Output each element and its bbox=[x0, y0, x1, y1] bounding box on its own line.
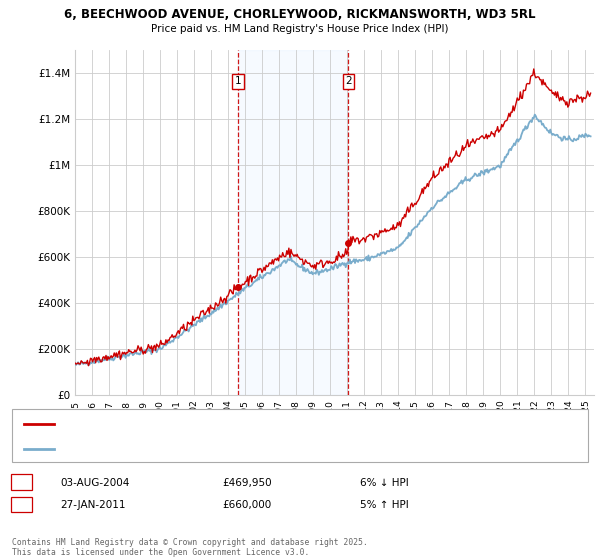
Text: 1: 1 bbox=[235, 76, 241, 86]
Text: £469,950: £469,950 bbox=[222, 478, 272, 488]
Bar bbox=[238, 50, 349, 395]
Text: Contains HM Land Registry data © Crown copyright and database right 2025.
This d: Contains HM Land Registry data © Crown c… bbox=[12, 538, 368, 557]
Text: £660,000: £660,000 bbox=[222, 500, 271, 510]
Text: 03-AUG-2004: 03-AUG-2004 bbox=[60, 478, 130, 488]
Text: 2: 2 bbox=[345, 76, 352, 86]
Text: 1: 1 bbox=[17, 478, 25, 488]
Text: 6, BEECHWOOD AVENUE, CHORLEYWOOD, RICKMANSWORTH, WD3 5RL: 6, BEECHWOOD AVENUE, CHORLEYWOOD, RICKMA… bbox=[64, 8, 536, 21]
Text: 6, BEECHWOOD AVENUE, CHORLEYWOOD, RICKMANSWORTH, WD3 5RL (detached house): 6, BEECHWOOD AVENUE, CHORLEYWOOD, RICKMA… bbox=[60, 419, 485, 428]
Text: HPI: Average price, detached house, Three Rivers: HPI: Average price, detached house, Thre… bbox=[60, 444, 296, 453]
Text: 5% ↑ HPI: 5% ↑ HPI bbox=[360, 500, 409, 510]
Text: 6% ↓ HPI: 6% ↓ HPI bbox=[360, 478, 409, 488]
Text: 27-JAN-2011: 27-JAN-2011 bbox=[60, 500, 125, 510]
Text: Price paid vs. HM Land Registry's House Price Index (HPI): Price paid vs. HM Land Registry's House … bbox=[151, 24, 449, 34]
Text: 2: 2 bbox=[17, 500, 25, 510]
